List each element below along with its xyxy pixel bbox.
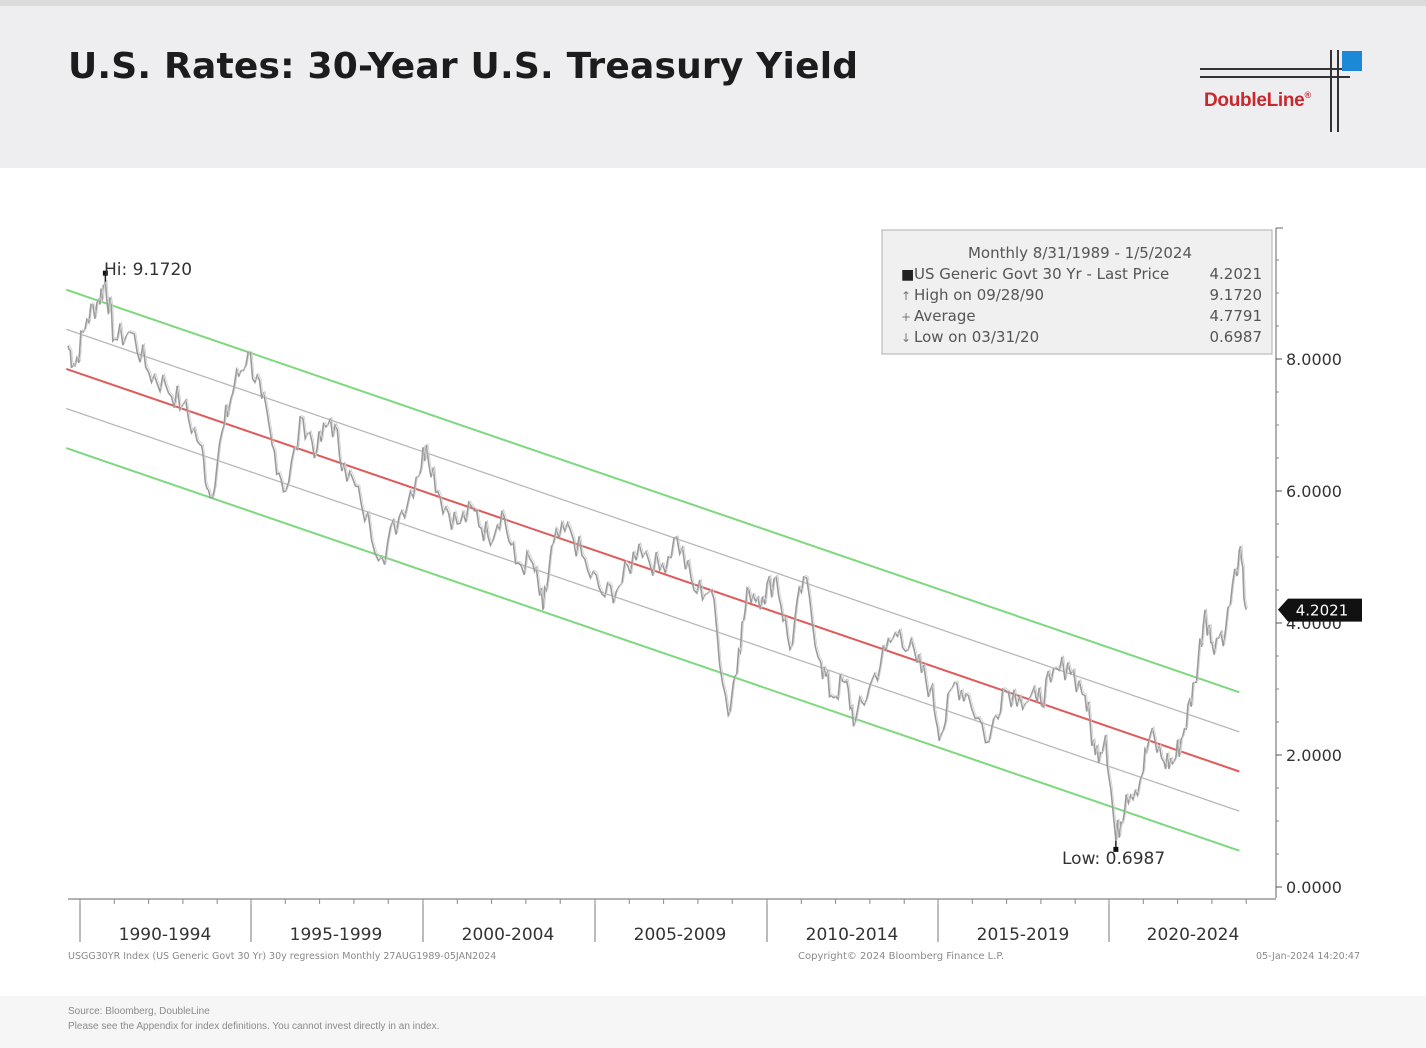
legend-marker-up-arrow-icon: ↑ [901, 289, 911, 303]
legend-row-average: + Average 4.7791 [901, 307, 1262, 325]
legend-marker-down-arrow-icon: ↓ [901, 331, 911, 345]
x-period-label: 2015-2019 [977, 925, 1070, 945]
last-price-badge-text: 4.2021 [1296, 602, 1349, 620]
x-period-label: 2000-2004 [462, 925, 555, 945]
legend-label: US Generic Govt 30 Yr - Last Price [914, 265, 1169, 283]
legend-marker-plus-icon: + [901, 310, 911, 324]
y-tick-label: 0.0000 [1286, 878, 1342, 897]
legend-value: 4.2021 [1210, 265, 1263, 283]
y-tick-label: 2.0000 [1286, 746, 1342, 765]
low-annotation: Low: 0.6987 [1062, 849, 1165, 869]
regression-minus2-line [65, 447, 1240, 852]
slide-header: U.S. Rates: 30-Year U.S. Treasury Yield … [0, 6, 1426, 168]
disclaimer-line: Please see the Appendix for index defini… [68, 1021, 440, 1032]
legend-header: Monthly 8/31/1989 - 1/5/2024 [968, 244, 1192, 262]
page-title: U.S. Rates: 30-Year U.S. Treasury Yield [68, 46, 859, 87]
legend-label: Low on 03/31/20 [914, 328, 1039, 346]
price-series-range [69, 279, 1249, 840]
x-period-label: 2020-2024 [1147, 925, 1240, 945]
x-period-label: 1990-1994 [119, 925, 212, 945]
legend-marker-square-icon: ■ [901, 267, 914, 283]
x-period-label: 2010-2014 [806, 925, 899, 945]
logo-mark-icon [1200, 50, 1362, 132]
regression-minus1-line [66, 407, 1240, 812]
last-price-badge: 4.2021 [1278, 598, 1362, 622]
regression-plus2-line [65, 288, 1240, 694]
high-marker [102, 270, 108, 276]
legend-label: High on 09/28/90 [914, 286, 1044, 304]
legend-row-low: ↓ Low on 03/31/20 0.6987 [901, 328, 1262, 346]
logo-text: DoubleLine® [1204, 90, 1311, 111]
x-period-label: 2005-2009 [634, 925, 727, 945]
legend-value: 9.1720 [1210, 286, 1263, 304]
x-period-label: 1995-1999 [290, 925, 383, 945]
y-tick-label: 8.0000 [1286, 350, 1342, 369]
chart-footer-right: 05-Jan-2024 14:20:47 [1256, 951, 1360, 962]
legend-value: 0.6987 [1210, 328, 1263, 346]
top-strip [0, 0, 1426, 6]
doubleline-logo: DoubleLine® [1196, 46, 1366, 136]
legend-row-high: ↑ High on 09/28/90 9.1720 [901, 286, 1262, 304]
price-series-line [67, 281, 1247, 841]
legend-label: Average [914, 307, 976, 325]
source-footer: Source: Bloomberg, DoubleLine Please see… [0, 996, 1426, 1048]
y-tick-label: 6.0000 [1286, 482, 1342, 501]
chart-footer-center: Copyright© 2024 Bloomberg Finance L.P. [798, 951, 1004, 962]
source-line: Source: Bloomberg, DoubleLine [68, 1006, 210, 1017]
legend-value: 4.7791 [1210, 307, 1263, 325]
low-marker [1113, 846, 1119, 852]
chart-footer-left: USGG30YR Index (US Generic Govt 30 Yr) 3… [68, 951, 496, 962]
high-annotation: Hi: 9.1720 [104, 260, 192, 280]
legend-box: Monthly 8/31/1989 - 1/5/2024 ■ US Generi… [881, 229, 1273, 355]
legend-row-last-price: ■ US Generic Govt 30 Yr - Last Price 4.2… [901, 265, 1262, 283]
